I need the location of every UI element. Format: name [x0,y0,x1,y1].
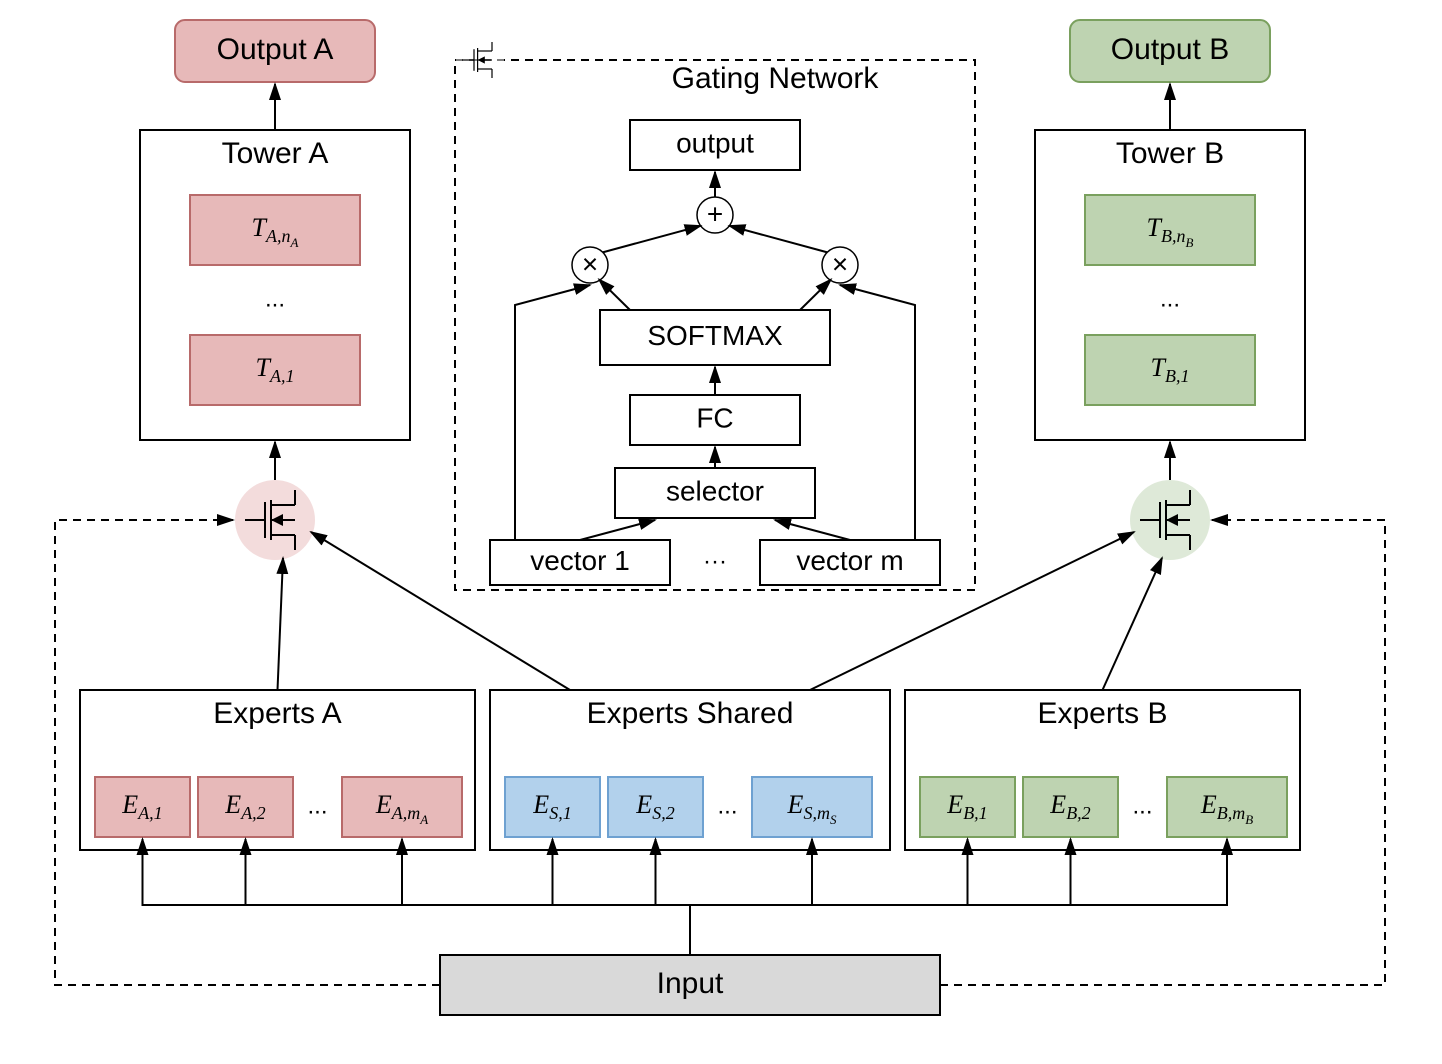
svg-text:selector: selector [666,475,764,506]
svg-text:Tower B: Tower B [1116,137,1224,170]
svg-text:output: output [676,127,754,158]
svg-text:Input: Input [657,967,724,1000]
svg-text:...: ... [1132,792,1152,819]
svg-text:vector m: vector m [796,545,903,576]
svg-text:···: ··· [703,548,727,575]
svg-text:SOFTMAX: SOFTMAX [647,320,783,351]
svg-text:...: ... [307,792,327,819]
svg-text:...: ... [265,285,285,312]
svg-text:Experts A: Experts A [213,697,341,730]
svg-text:×: × [832,248,848,279]
architecture-diagram: Output AOutput BTower ATA,nA...TA,1Tower… [0,0,1442,1064]
svg-text:...: ... [1160,285,1180,312]
svg-text:...: ... [717,792,737,819]
svg-text:+: + [707,198,723,229]
svg-text:FC: FC [696,402,733,433]
svg-text:Experts B: Experts B [1037,697,1167,730]
svg-text:Tower A: Tower A [222,137,329,170]
svg-text:Output B: Output B [1111,33,1229,66]
svg-text:×: × [582,248,598,279]
svg-text:Experts Shared: Experts Shared [587,697,794,730]
svg-text:Gating Network: Gating Network [672,62,880,95]
svg-text:Output A: Output A [217,33,334,66]
svg-text:vector 1: vector 1 [530,545,630,576]
